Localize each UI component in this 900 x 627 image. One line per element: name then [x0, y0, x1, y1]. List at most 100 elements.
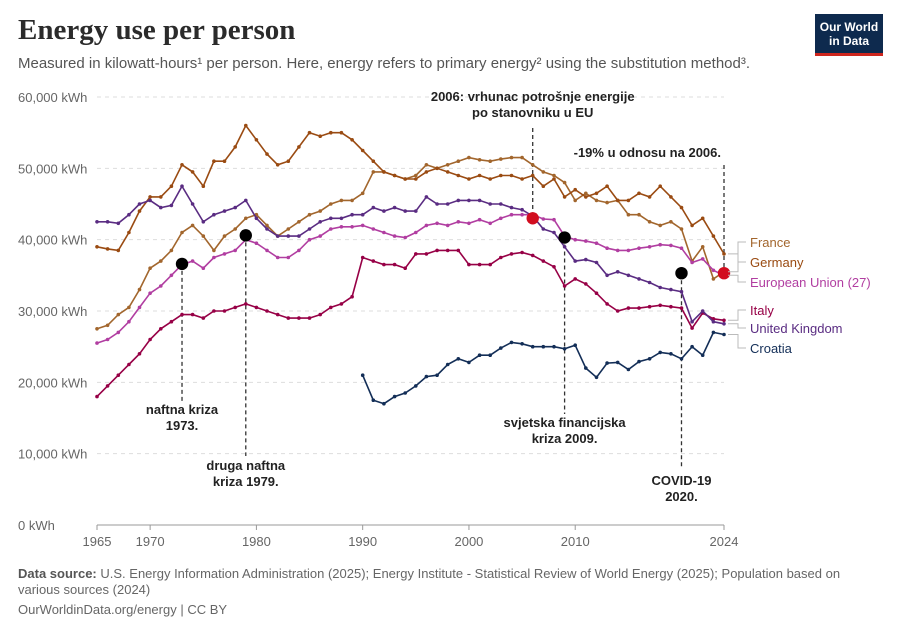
series-point [552, 265, 556, 269]
series-point [711, 319, 716, 324]
series-point [127, 305, 131, 310]
series-point [265, 223, 269, 228]
y-tick-label: 0 kWh [18, 518, 55, 533]
series-point [647, 280, 652, 285]
series-point [137, 202, 142, 206]
series-point [456, 248, 461, 253]
legend-label: Germany [750, 255, 804, 270]
line-chart: 0 kWh 10,000 kWh 20,000 kWh 30,000 kWh 40,00… [18, 89, 871, 549]
series-point [499, 202, 503, 206]
series-point [520, 155, 524, 160]
series-point [286, 159, 291, 163]
series-point [477, 158, 482, 162]
series-point [700, 257, 705, 261]
series-point [371, 398, 376, 403]
series-point [435, 373, 439, 378]
y-tick-label: 30,000 kWh [18, 304, 87, 319]
series-point [180, 312, 184, 317]
series-point [467, 177, 471, 181]
series-point [275, 255, 280, 260]
series-point [637, 277, 641, 281]
annotation-label-line: 1973. [166, 418, 199, 433]
annotation-marker [717, 266, 731, 280]
series-point [530, 173, 535, 178]
series-point [116, 373, 121, 378]
series-point [594, 198, 599, 203]
series-point [722, 332, 726, 337]
series-point [626, 306, 631, 310]
series-point [127, 230, 131, 235]
series-point [690, 319, 694, 324]
series-point [212, 248, 216, 253]
series-point [414, 177, 418, 181]
annotation-label-line: svjetska financijska [504, 415, 627, 430]
series-point [371, 259, 376, 263]
series-point [647, 195, 652, 199]
series-point [467, 155, 471, 160]
legend-connector [728, 253, 746, 263]
series-point [445, 163, 450, 167]
series-point [711, 330, 716, 335]
series-point [541, 170, 546, 174]
annotation-label: 2006: vrhunac potrošnje energije po stano… [431, 89, 635, 120]
data-source: Data source: U.S. Energy Information Adm… [18, 566, 878, 598]
series-point [679, 246, 684, 250]
series-point [233, 248, 237, 253]
series-point [573, 343, 577, 348]
series-point [286, 255, 291, 260]
series-point [573, 198, 577, 203]
series-point [201, 266, 206, 271]
series-point [95, 327, 99, 331]
series-point [233, 145, 237, 149]
series-point [499, 173, 503, 178]
series-point [658, 350, 662, 355]
series-point [148, 266, 152, 271]
series-point [541, 227, 546, 231]
series-point [626, 212, 631, 217]
series-point [339, 225, 344, 229]
annotation-marker [175, 257, 189, 271]
series-point [467, 221, 471, 226]
series-point [159, 195, 163, 199]
series-point [392, 262, 397, 267]
series-point [222, 209, 227, 213]
series-point [127, 362, 131, 367]
series-point [445, 223, 450, 228]
series-point [594, 191, 599, 196]
series-point [105, 323, 110, 328]
series-point [222, 252, 227, 256]
series-point [445, 202, 450, 206]
series-point [679, 306, 684, 310]
series-point [615, 270, 620, 274]
series-point [552, 177, 556, 181]
series-point [180, 163, 184, 167]
series-point [382, 170, 386, 174]
owid-logo[interactable]: Our World in Data [815, 14, 883, 56]
series-point [116, 221, 121, 226]
series-point [159, 327, 163, 331]
series-point [180, 230, 184, 235]
series-point [339, 198, 344, 203]
series-point [414, 230, 418, 235]
series-point [403, 235, 408, 240]
source-url-link[interactable]: OurWorldinData.org/energy | CC BY [18, 602, 228, 617]
series-point [105, 247, 110, 251]
annotation-label: naftna kriza 1973. [146, 402, 219, 433]
series-point [477, 198, 482, 203]
series-point [329, 227, 333, 231]
series-point [637, 359, 641, 364]
series-point [382, 401, 386, 406]
series-point [647, 245, 652, 249]
data-source-label: Data source: [18, 566, 97, 581]
series-point [562, 284, 567, 288]
series-point [679, 289, 684, 294]
series-point [488, 177, 493, 181]
annotation-marker [239, 229, 252, 242]
series-point [445, 248, 450, 253]
series-point [297, 234, 301, 238]
series-point [637, 246, 641, 250]
annotation-label: druga naftna kriza 1979. [206, 458, 285, 489]
series-point [286, 234, 291, 238]
series-point [318, 312, 323, 317]
series-point [350, 198, 354, 203]
